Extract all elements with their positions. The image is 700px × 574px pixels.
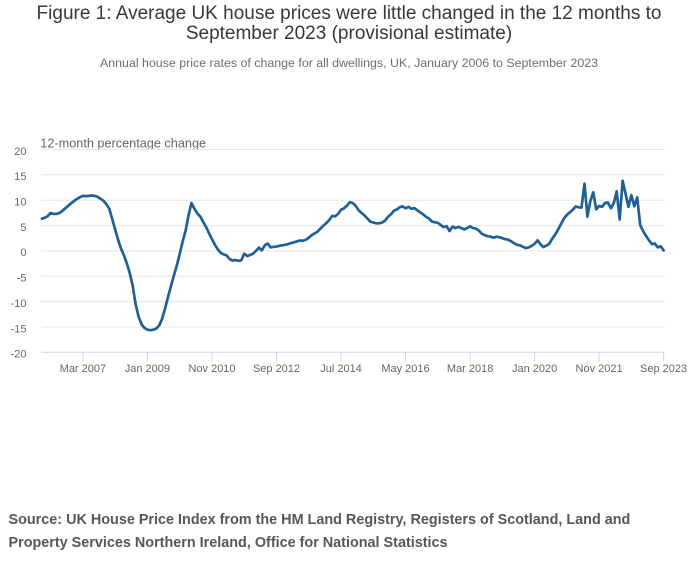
svg-text:Jul 2014: Jul 2014 bbox=[320, 363, 362, 375]
svg-text:Nov 2021: Nov 2021 bbox=[576, 363, 623, 375]
svg-text:Jan 2009: Jan 2009 bbox=[125, 363, 170, 375]
svg-text:Sep 2012: Sep 2012 bbox=[253, 363, 300, 375]
svg-text:Jan 2020: Jan 2020 bbox=[512, 363, 557, 375]
svg-text:15: 15 bbox=[14, 171, 26, 183]
svg-text:20: 20 bbox=[14, 146, 26, 158]
svg-text:0: 0 bbox=[20, 247, 26, 259]
svg-text:-10: -10 bbox=[11, 298, 27, 310]
svg-text:Mar 2018: Mar 2018 bbox=[447, 363, 493, 375]
svg-text:Sep 2023: Sep 2023 bbox=[640, 363, 687, 375]
svg-text:-5: -5 bbox=[17, 273, 27, 285]
svg-text:10: 10 bbox=[14, 197, 26, 209]
svg-text:-20: -20 bbox=[11, 349, 27, 361]
svg-text:May 2016: May 2016 bbox=[381, 363, 429, 375]
svg-text:Mar 2007: Mar 2007 bbox=[60, 363, 106, 375]
svg-text:12-month percentage change: 12-month percentage change bbox=[40, 136, 206, 150]
svg-text:-15: -15 bbox=[11, 323, 27, 335]
svg-text:Nov 2010: Nov 2010 bbox=[188, 363, 235, 375]
svg-text:5: 5 bbox=[20, 222, 26, 234]
